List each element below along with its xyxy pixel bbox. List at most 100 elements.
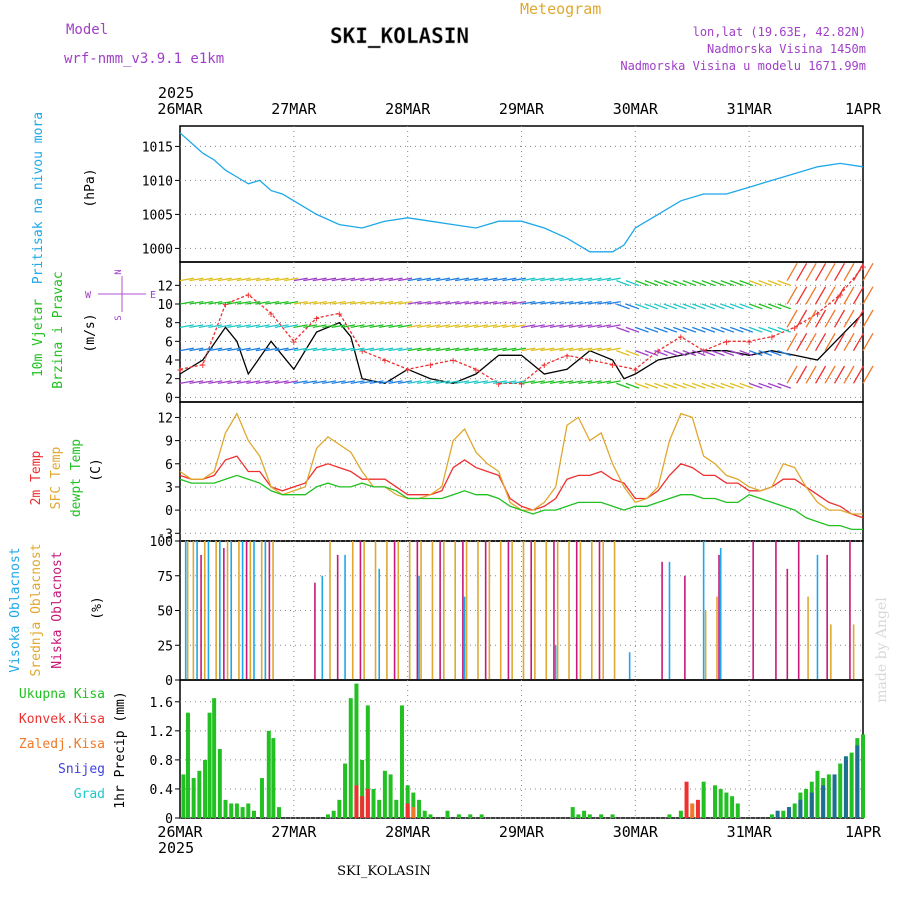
wind-barb xyxy=(635,303,649,310)
wind-barb xyxy=(805,262,817,281)
wind-barb xyxy=(654,326,668,333)
wind-barb xyxy=(692,382,706,389)
ytick-label-wind-6: 6 xyxy=(165,335,173,350)
wind-barb xyxy=(540,300,555,305)
wind-barb xyxy=(322,380,337,384)
wind-barb xyxy=(511,380,526,384)
wind-barb xyxy=(568,300,583,305)
wind-barb xyxy=(417,380,432,384)
wind-barb xyxy=(568,277,583,282)
wind-barb xyxy=(217,380,232,384)
ytick-label-precip-0: 0 xyxy=(165,812,173,827)
model-elevation-text: Nadmorska Visina u modelu 1671.99m xyxy=(620,59,866,73)
wind-barb xyxy=(369,300,384,305)
wind-barb xyxy=(521,347,536,352)
wind-barb xyxy=(739,350,754,357)
precip-bar-ukupna-kisa xyxy=(730,796,735,818)
wind-barb xyxy=(824,309,836,328)
wind-barb xyxy=(227,300,242,305)
ytick-label-cloud-50: 50 xyxy=(157,605,173,620)
wind-barb xyxy=(767,326,782,333)
wind-barb xyxy=(246,324,261,328)
wind-barb xyxy=(236,324,251,328)
wind-barb xyxy=(303,380,318,384)
precip-bar-ukupna-kisa xyxy=(343,763,348,818)
wind-barb xyxy=(208,277,223,282)
wind-barb xyxy=(473,324,489,328)
wind-barb xyxy=(445,300,460,305)
wind-barb xyxy=(711,382,725,389)
elevation-text: Nadmorska Visina 1450m xyxy=(707,42,866,56)
wind-barb xyxy=(739,303,754,310)
wind-barb xyxy=(720,280,735,287)
ytick-label-cloud-25: 25 xyxy=(157,639,173,654)
ytick-label-temperature-9: 9 xyxy=(165,435,173,450)
ytick-label-temperature-3: 3 xyxy=(165,481,173,496)
ytick-label-temperature--3: -3 xyxy=(157,527,173,542)
wind-barb xyxy=(654,303,668,310)
precip-label-snow: Snijeg xyxy=(58,762,105,777)
wind-barb xyxy=(274,347,289,352)
precip-bar-ukupna-kisa xyxy=(422,810,427,818)
wind-barb xyxy=(341,277,356,282)
wind-barb xyxy=(644,382,659,389)
precip-bar-ukupna-kisa xyxy=(724,792,729,818)
wind-barb xyxy=(284,277,299,282)
wind-barb xyxy=(331,300,346,305)
precip-bar-ukupna-kisa xyxy=(259,778,264,818)
wind-barb xyxy=(710,280,725,287)
wind-barb xyxy=(293,300,308,305)
wind-gust-marker: + xyxy=(336,307,343,320)
precip-bar-snijeg xyxy=(843,756,848,818)
wind-barb xyxy=(217,347,232,352)
wind-barb xyxy=(246,380,261,384)
series-temperature-2m-temp xyxy=(179,455,864,519)
wind-barb xyxy=(616,350,630,357)
wind-barb xyxy=(682,280,697,287)
precip-label-frz: Zaledj.Kisa xyxy=(19,737,105,752)
wind-barb xyxy=(236,380,251,384)
wind-barb xyxy=(843,286,855,305)
compass-south: S xyxy=(114,315,124,320)
wind-barb xyxy=(606,380,621,384)
wind-barb xyxy=(407,380,422,384)
ytick-label-wind-2: 2 xyxy=(165,373,173,388)
wind-barb xyxy=(549,300,564,305)
wind-barb xyxy=(654,382,668,389)
precip-bar-snijeg xyxy=(798,799,803,818)
wind-barb xyxy=(739,280,754,287)
compass-east: E xyxy=(150,290,156,301)
date-tick-bottom-28MAR: 28MAR xyxy=(385,823,431,841)
wind-barb xyxy=(274,300,289,305)
wind-barb xyxy=(549,347,564,352)
wind-barb xyxy=(786,332,798,351)
wind-barb xyxy=(284,380,299,384)
wind-gust-marker: + xyxy=(245,289,252,302)
wind-barb xyxy=(663,326,678,333)
wind-barb xyxy=(852,365,865,384)
wind-barb xyxy=(777,326,792,333)
wind-barb xyxy=(511,277,526,282)
wind-barb xyxy=(436,277,451,282)
precip-label-total: Ukupna Kisa xyxy=(19,687,105,702)
wind-barb xyxy=(217,277,232,282)
wind-barb xyxy=(815,309,827,328)
wind-barb xyxy=(189,300,204,305)
wind-barb xyxy=(701,280,716,287)
wind-barb xyxy=(312,324,327,328)
precip-bar-ukupna-kisa xyxy=(377,799,382,818)
wind-barb xyxy=(568,347,583,352)
wind-barb xyxy=(852,262,865,281)
precip-bar-ukupna-kisa xyxy=(861,734,865,818)
wind-barb xyxy=(862,332,874,351)
precip-bar-ukupna-kisa xyxy=(365,705,370,818)
precip-bar-ukupna-kisa xyxy=(348,698,353,818)
wind-barb xyxy=(805,332,817,351)
wind-barb xyxy=(198,300,213,305)
precip-bar-ukupna-kisa xyxy=(411,792,416,818)
wind-barb xyxy=(322,347,337,352)
wind-barb xyxy=(673,350,687,357)
wind-barb xyxy=(198,347,213,352)
wind-barb xyxy=(748,382,763,389)
wind-barb xyxy=(729,280,744,287)
